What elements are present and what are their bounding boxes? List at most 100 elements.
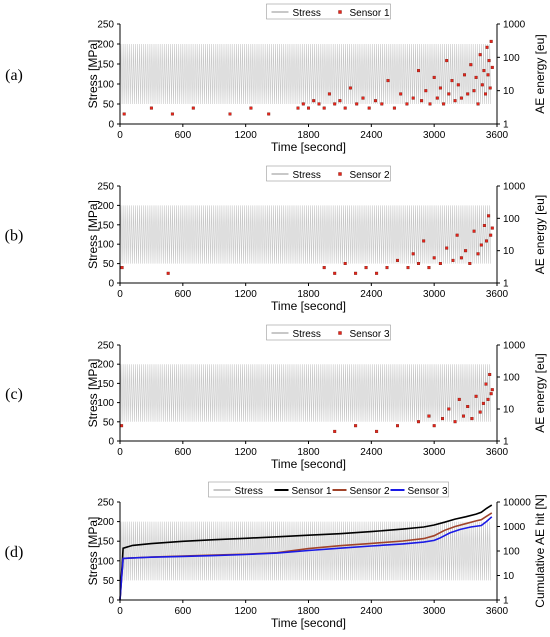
ae-energy-point	[487, 59, 491, 63]
ae-energy-point	[374, 99, 378, 103]
ae-energy-point	[427, 266, 431, 270]
ae-energy-point	[472, 229, 476, 233]
cumulative-line-sensor-3	[119, 516, 493, 601]
x-tick-label: 3000	[423, 289, 446, 300]
stress-curve	[119, 364, 491, 422]
stress-curve	[119, 43, 491, 105]
y-right-tick-label: 10000	[503, 498, 531, 509]
ae-energy-point	[450, 79, 454, 83]
ae-energy-point	[396, 424, 400, 428]
ae-energy-point	[488, 373, 492, 377]
ae-energy-point	[361, 96, 365, 100]
ae-energy-point	[453, 99, 457, 103]
x-tick-label: 1200	[235, 130, 258, 141]
y-right-tick-label: 1000	[503, 20, 526, 31]
y-left-tick-label: 50	[103, 417, 115, 428]
y-left-axis-label: Stress [MPa]	[86, 517, 100, 586]
y-right-tick-label: 10	[503, 571, 515, 582]
ae-energy-point	[490, 388, 494, 392]
x-tick-label: 3600	[486, 130, 509, 141]
y-left-tick-label: 150	[97, 379, 114, 390]
ae-energy-point	[432, 256, 436, 260]
y-right-tick-label: 1	[503, 596, 509, 607]
legend-stress-label: Stress	[293, 329, 321, 340]
y-left-axis-label: Stress [MPa]	[86, 200, 100, 269]
y-right-tick-label: 10	[503, 405, 515, 416]
stress-curve	[119, 521, 491, 581]
y-left-tick-label: 100	[97, 80, 114, 91]
y-right-axis-label: AE energy [eu]	[533, 195, 547, 274]
ae-energy-point	[438, 86, 442, 90]
y-right-tick-label: 1	[503, 437, 509, 448]
y-left-tick-label: 0	[108, 120, 114, 131]
x-tick-label: 1800	[297, 447, 320, 458]
ae-energy-point	[457, 397, 461, 401]
ae-energy-point	[476, 252, 480, 256]
y-left-tick-label: 150	[97, 60, 114, 71]
x-tick-label: 3000	[423, 447, 446, 458]
ae-energy-point	[488, 86, 492, 90]
x-tick-label: 3600	[486, 606, 509, 617]
x-tick-label: 0	[117, 606, 123, 617]
ae-energy-point	[484, 92, 488, 96]
y-left-tick-label: 150	[97, 220, 114, 231]
ae-energy-point	[333, 102, 337, 106]
ae-energy-point	[451, 258, 455, 262]
ae-energy-point	[375, 271, 379, 275]
x-axis-label: Time [second]	[271, 299, 346, 313]
x-tick-label: 0	[117, 289, 123, 300]
ae-energy-point	[438, 262, 442, 266]
panel-2: (b) 0 600 1200 1800 2400 3000 3600 0 50 100 150 200 2…	[5, 165, 547, 313]
ae-energy-point	[482, 223, 486, 227]
x-tick-label: 1800	[297, 130, 320, 141]
ae-energy-point	[406, 266, 410, 270]
ae-energy-point	[459, 256, 463, 260]
ae-energy-point	[456, 83, 460, 87]
ae-energy-point	[385, 266, 389, 270]
y-right-tick-label: 10	[503, 246, 515, 257]
y-right-tick-label: 1000	[503, 522, 526, 533]
y-left-tick-label: 250	[97, 341, 114, 352]
y-left-tick-label: 0	[108, 596, 114, 607]
x-tick-label: 1200	[235, 289, 258, 300]
x-tick-label: 3000	[423, 130, 446, 141]
y-left-tick-label: 0	[108, 437, 114, 448]
ae-energy-point	[333, 429, 337, 433]
ae-energy-point	[472, 89, 476, 93]
ae-energy-point	[333, 271, 337, 275]
y-left-tick-label: 100	[97, 556, 114, 567]
x-tick-label: 3600	[486, 447, 509, 458]
ae-energy-point	[489, 233, 493, 237]
y-right-tick-label: 1000	[503, 182, 526, 193]
y-left-tick-label: 200	[97, 40, 114, 51]
ae-energy-point	[453, 420, 457, 424]
y-left-tick-label: 100	[97, 398, 114, 409]
ae-energy-point	[149, 106, 153, 110]
ae-energy-point	[170, 112, 174, 116]
ae-energy-point	[485, 45, 489, 49]
ae-energy-point	[380, 102, 384, 106]
y-left-tick-label: 250	[97, 182, 114, 193]
x-tick-label: 2400	[360, 289, 383, 300]
ae-energy-point	[296, 106, 300, 110]
legend-stress-label: Stress	[293, 170, 321, 181]
panel-label: (c)	[5, 386, 23, 403]
ae-energy-point	[474, 394, 478, 398]
ae-energy-point	[447, 92, 451, 96]
x-tick-label: 1800	[297, 606, 320, 617]
legend-stress-label: Stress	[235, 486, 263, 497]
ae-energy-point	[386, 79, 390, 83]
stress-curve	[119, 205, 491, 264]
ae-energy-point	[445, 246, 449, 250]
y-right-tick-label: 1	[503, 120, 509, 131]
panel-label: (d)	[5, 544, 24, 561]
legend-series-swatch	[338, 331, 342, 335]
ae-energy-point	[428, 102, 432, 106]
x-tick-label: 600	[174, 606, 191, 617]
ae-energy-point	[484, 382, 488, 386]
x-tick-label: 3000	[423, 606, 446, 617]
y-left-axis-label: Stress [MPa]	[86, 40, 100, 109]
x-axis-label: Time [second]	[271, 457, 346, 471]
ae-energy-point	[468, 262, 472, 266]
ae-energy-point	[191, 106, 195, 110]
